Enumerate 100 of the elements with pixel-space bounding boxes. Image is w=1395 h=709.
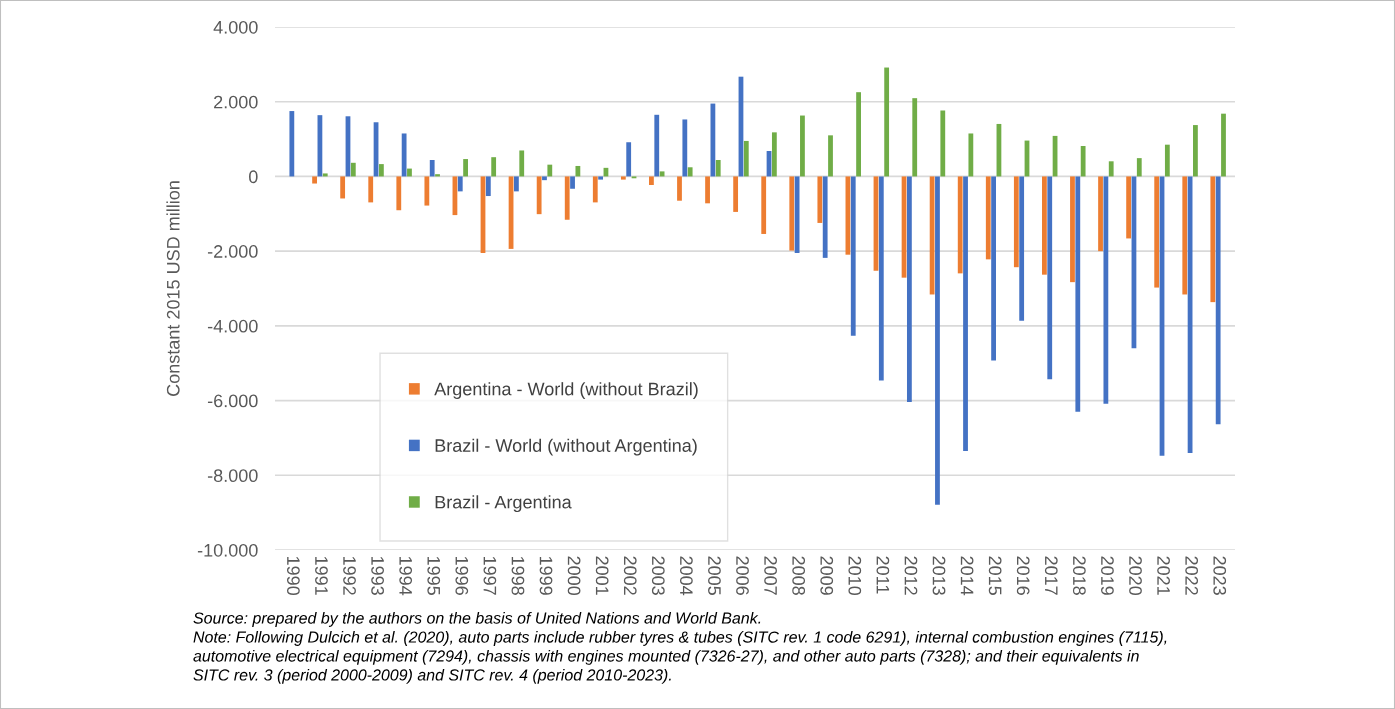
x-tick-label: 1990 [287, 556, 300, 596]
x-tick-label: 2014 [960, 556, 974, 596]
bar [1221, 113, 1226, 177]
bar [1193, 125, 1198, 177]
bar [598, 176, 604, 180]
bar [935, 176, 940, 505]
bar [542, 176, 547, 181]
bar [340, 176, 346, 199]
x-tick-label: 1997 [483, 556, 497, 595]
legend-label: Argentina - World (without Brazil) [434, 382, 698, 399]
x-tick-label: 2002 [623, 556, 637, 595]
legend-label: Brazil - Argentina [435, 495, 572, 513]
bar [817, 176, 823, 223]
bar [1154, 176, 1160, 288]
y-tick-label: -2.000 [207, 245, 258, 258]
bar [463, 159, 468, 177]
bar [884, 67, 890, 177]
bar [822, 176, 828, 258]
x-tick-label: 2018 [1072, 556, 1086, 595]
y-tick-label: 2.000 [214, 95, 258, 109]
bar [1070, 176, 1075, 283]
x-tick-label: 2021 [1157, 556, 1170, 595]
bar [1047, 176, 1053, 380]
x-tick-label: 1994 [399, 556, 413, 596]
bar [677, 176, 682, 201]
bar [1103, 176, 1109, 404]
bar [789, 176, 795, 251]
bar [547, 164, 553, 177]
bar [1215, 176, 1221, 425]
bar [654, 114, 660, 177]
x-tick-label: 1993 [371, 556, 384, 595]
bar [1126, 176, 1132, 239]
bar [514, 176, 519, 192]
bar [682, 119, 688, 177]
x-tick-label: 2012 [904, 556, 918, 595]
bar [424, 176, 430, 206]
x-tick-label: 2020 [1129, 556, 1142, 596]
x-tick-label: 2008 [792, 556, 806, 595]
bar [828, 135, 833, 177]
y-tick-label: -4.000 [207, 319, 258, 333]
y-tick-label: 0 [249, 170, 258, 184]
bar [771, 132, 777, 177]
bar [536, 176, 542, 215]
y-tick-label: -8.000 [207, 469, 258, 483]
bar [626, 142, 632, 177]
x-tick-label: 2023 [1213, 556, 1227, 595]
legend-label: Brazil - World (without Argentina) [435, 438, 697, 456]
x-tick-label: 2010 [848, 556, 862, 596]
x-tick-label: 2013 [932, 556, 946, 595]
bar [1013, 176, 1019, 268]
bar [856, 92, 861, 177]
bar [429, 159, 435, 177]
x-tick-label: 2009 [820, 556, 834, 595]
bar [1042, 176, 1047, 275]
x-tick-label: 2017 [1044, 556, 1058, 595]
bar [1136, 158, 1142, 177]
x-tick-label: 2004 [679, 556, 693, 596]
bar [940, 110, 946, 177]
y-tick-label: 4.000 [213, 20, 258, 34]
bar [985, 176, 991, 260]
bar [519, 150, 525, 177]
x-tick-label: 1991 [315, 556, 328, 595]
bar [649, 176, 654, 186]
bar [368, 176, 374, 203]
bar [435, 174, 440, 177]
bar [929, 176, 935, 295]
bar [1075, 176, 1081, 412]
x-tick-label: 2000 [567, 556, 581, 596]
bar [1108, 161, 1114, 177]
bar [289, 111, 295, 177]
bar [378, 164, 384, 177]
bar [687, 167, 693, 177]
bar [350, 162, 356, 177]
x-tick-label: 2011 [876, 556, 890, 594]
bar [570, 176, 575, 189]
x-tick-label: 1999 [539, 556, 553, 595]
bar [1164, 144, 1170, 177]
x-tick-label: 1992 [343, 556, 356, 595]
bar [312, 176, 317, 184]
bar [1080, 145, 1086, 177]
bar [396, 176, 402, 211]
x-tick-label: 2007 [764, 556, 777, 595]
y-tick-label: -6.000 [207, 394, 258, 408]
bar [564, 176, 570, 220]
bar [457, 176, 463, 192]
text: Note: Following Dulcich et al. (2020), auto parts include rubber tyres & tubes (SITC rev. 1 code 6291), internal combustion engines (7115), automotive electrical equipment (7294), chassis with engines mounted (7326-27), and other auto parts (7328); and their equivalents in SITC rev. 3 (period 2000-2009) and SITC rev. 4 (period 2010-2023). [193, 631, 1167, 684]
bar [800, 115, 805, 177]
bar [1019, 176, 1025, 321]
bar [575, 165, 581, 177]
bar [322, 173, 328, 177]
bar [710, 103, 716, 177]
bar [906, 176, 912, 403]
x-tick-label: 1998 [511, 556, 525, 595]
bar [794, 176, 800, 254]
source-note: Source: prepared by the authors on the basis of United Nations and World Bank. [193, 612, 761, 627]
bar [705, 176, 710, 204]
bar [743, 140, 749, 177]
bar [912, 98, 918, 177]
x-tick-label: 1995 [427, 556, 441, 595]
bar [761, 176, 767, 234]
